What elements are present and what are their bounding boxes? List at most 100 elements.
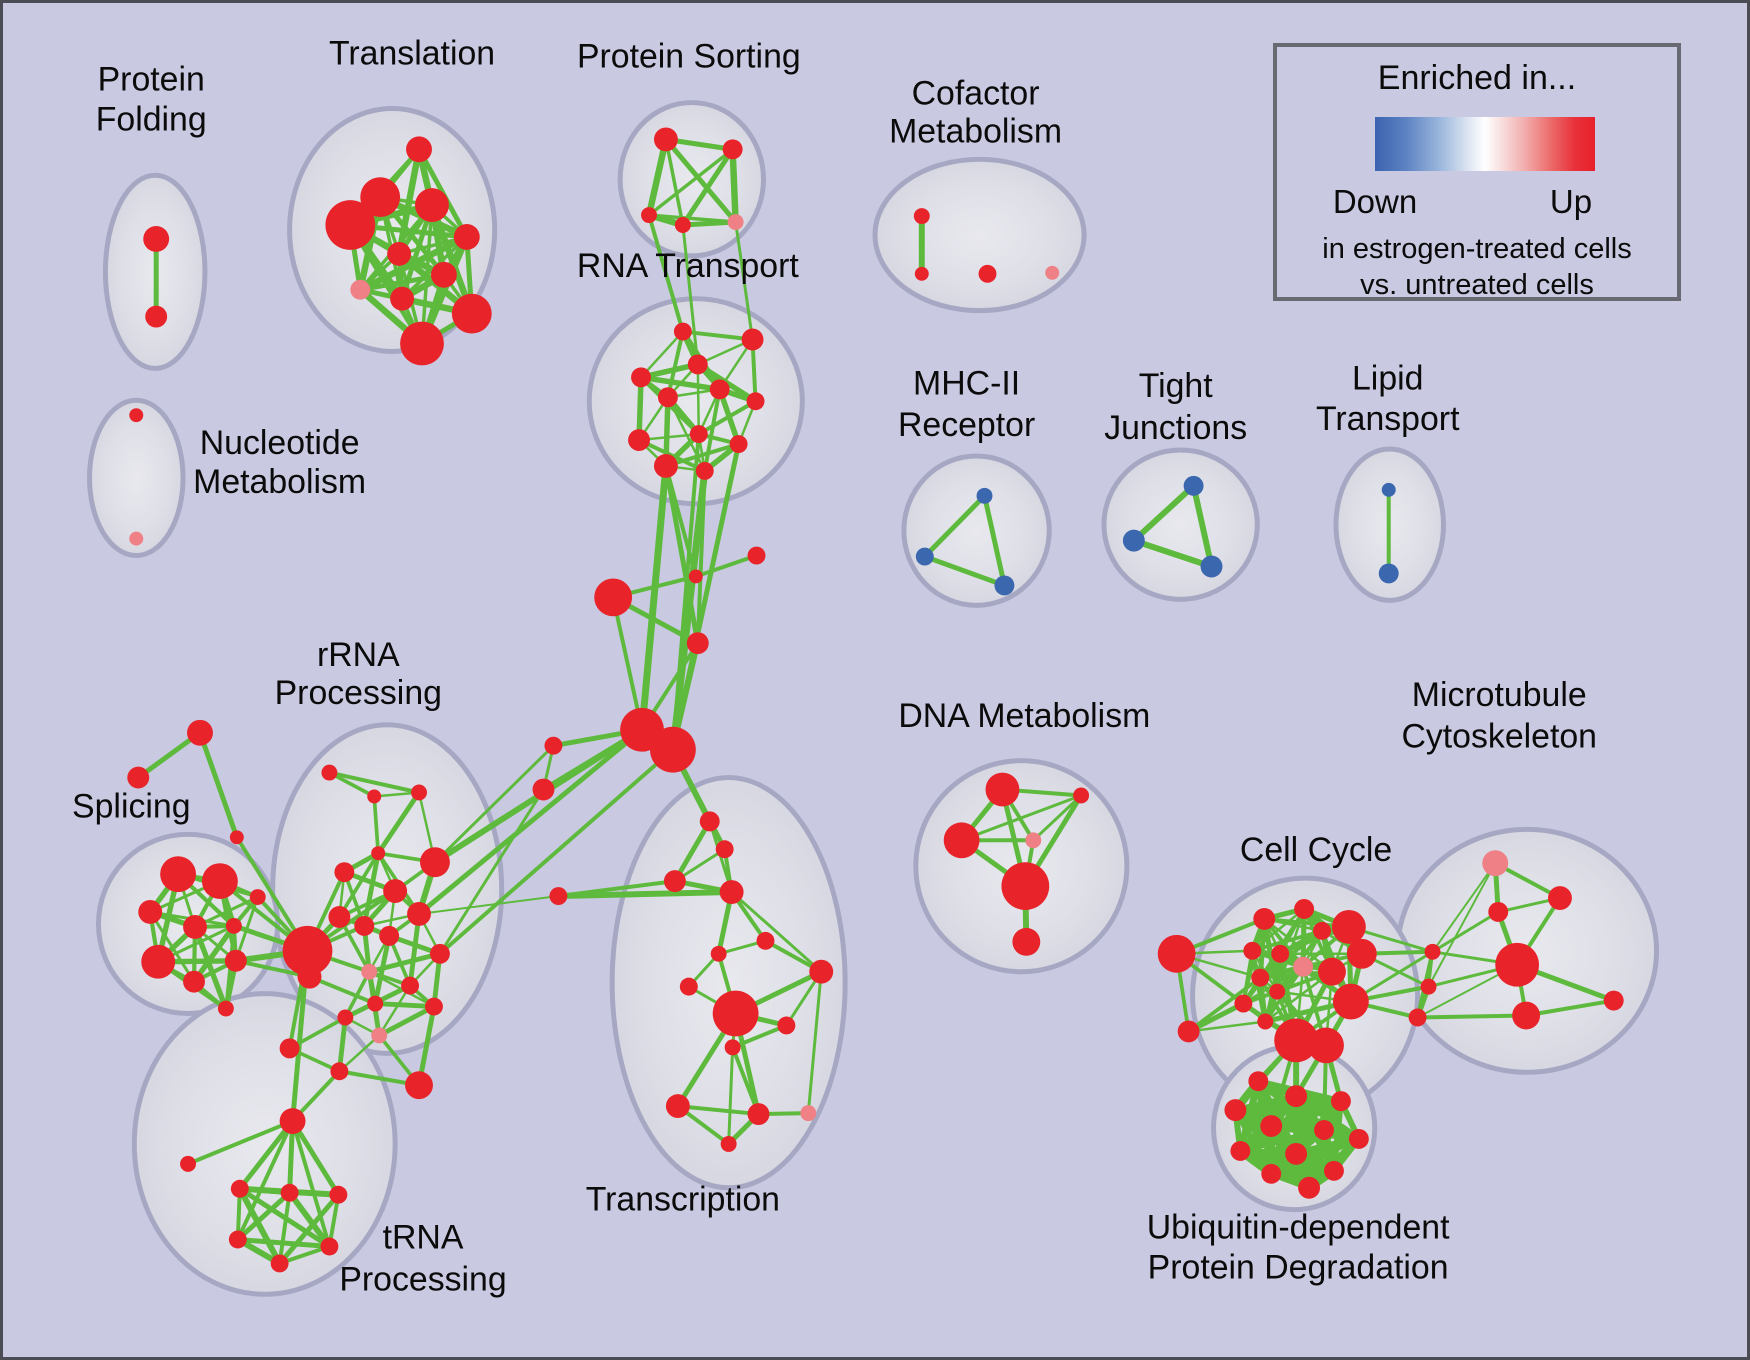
node — [679, 977, 698, 996]
cluster-ellipse-cofactor-metabolism — [872, 156, 1087, 314]
edge — [1032, 794, 1083, 842]
node — [532, 778, 555, 801]
network-canvas: TranslationProteinFoldingNucleotideMetab… — [72, 35, 1660, 1298]
node — [1293, 956, 1314, 977]
node — [337, 1009, 354, 1026]
node — [201, 863, 238, 900]
node — [1298, 1176, 1321, 1199]
node — [405, 1071, 433, 1100]
node — [429, 943, 450, 964]
node — [1260, 1115, 1283, 1137]
node — [1408, 1008, 1427, 1027]
node — [183, 914, 207, 939]
legend-subtitle-line1: in estrogen-treated cells — [1322, 233, 1632, 265]
edge — [695, 553, 758, 579]
node — [649, 726, 696, 773]
edge — [287, 1190, 332, 1249]
node — [334, 862, 355, 883]
node — [367, 995, 384, 1012]
node — [383, 879, 408, 904]
edge — [372, 796, 381, 854]
edge — [982, 495, 1007, 586]
node — [712, 990, 759, 1037]
edge — [677, 1104, 759, 1117]
cluster-label-mhc-ii-receptor: Receptor — [898, 406, 1035, 444]
node — [229, 830, 244, 845]
node — [329, 1185, 348, 1204]
edge — [729, 149, 739, 223]
node — [915, 547, 934, 566]
edge — [923, 494, 987, 559]
edge — [187, 1119, 294, 1166]
edge — [418, 895, 559, 915]
cluster-label-protein-sorting: Protein Sorting — [577, 38, 801, 76]
node — [187, 719, 213, 746]
edge — [328, 770, 420, 795]
edge — [663, 465, 701, 644]
node — [1318, 957, 1346, 986]
node — [280, 1183, 299, 1202]
node — [976, 487, 993, 504]
edge — [558, 889, 732, 900]
node — [628, 429, 650, 452]
node — [777, 1016, 796, 1035]
legend-subtitle-line2: vs. untreated cells — [1360, 269, 1594, 301]
edge — [417, 727, 644, 916]
node — [1420, 978, 1437, 995]
edge — [1132, 537, 1213, 570]
node — [320, 1237, 339, 1256]
node — [350, 279, 371, 300]
node — [1001, 862, 1050, 910]
cluster-label-ubiquitin-degradation: Protein Degradation — [1148, 1248, 1449, 1286]
edge — [1525, 998, 1615, 1018]
node — [297, 964, 322, 989]
node — [1183, 475, 1204, 496]
node — [451, 293, 492, 334]
edge — [1269, 1135, 1361, 1178]
edge — [191, 924, 237, 984]
edge — [277, 1193, 341, 1266]
node — [1294, 899, 1315, 919]
node — [424, 997, 443, 1016]
legend-title: Enriched in... — [1377, 59, 1577, 97]
node — [371, 1027, 388, 1044]
node — [1381, 482, 1396, 497]
node — [321, 764, 338, 781]
edge — [638, 465, 670, 731]
node — [663, 870, 686, 893]
node — [709, 379, 730, 400]
node — [1073, 787, 1090, 804]
cluster-label-cofactor-metabolism: Metabolism — [889, 112, 1062, 150]
cluster-ellipse-tight-junctions — [1101, 447, 1260, 602]
edge — [1431, 862, 1497, 953]
node — [228, 1230, 247, 1249]
edge — [290, 1120, 332, 1248]
cluster-label-microtubule-cytoskeleton: Microtubule — [1412, 676, 1587, 714]
legend-gradient-bar — [1375, 117, 1595, 171]
node — [943, 822, 980, 859]
node — [180, 1155, 197, 1172]
edge — [1239, 1127, 1325, 1154]
node — [1330, 1091, 1351, 1112]
legend-down-label: Down — [1332, 183, 1418, 220]
node — [1261, 1163, 1282, 1184]
edge — [1131, 483, 1196, 543]
node — [544, 736, 563, 755]
edge — [236, 1190, 292, 1242]
node — [914, 266, 929, 281]
edge — [727, 1047, 735, 1145]
edge — [438, 748, 675, 956]
node — [415, 188, 449, 223]
node — [720, 1135, 737, 1152]
node — [141, 944, 176, 979]
edge — [961, 794, 1082, 842]
node — [143, 226, 170, 252]
edge — [682, 219, 736, 228]
edge — [664, 465, 698, 577]
cluster-label-lipid-transport: Lipid — [1352, 359, 1423, 397]
cluster-label-ubiquitin-degradation: Ubiquitin-dependent — [1147, 1209, 1450, 1247]
node — [695, 461, 714, 480]
node — [453, 224, 480, 250]
edge — [647, 214, 685, 333]
node — [270, 1254, 289, 1273]
